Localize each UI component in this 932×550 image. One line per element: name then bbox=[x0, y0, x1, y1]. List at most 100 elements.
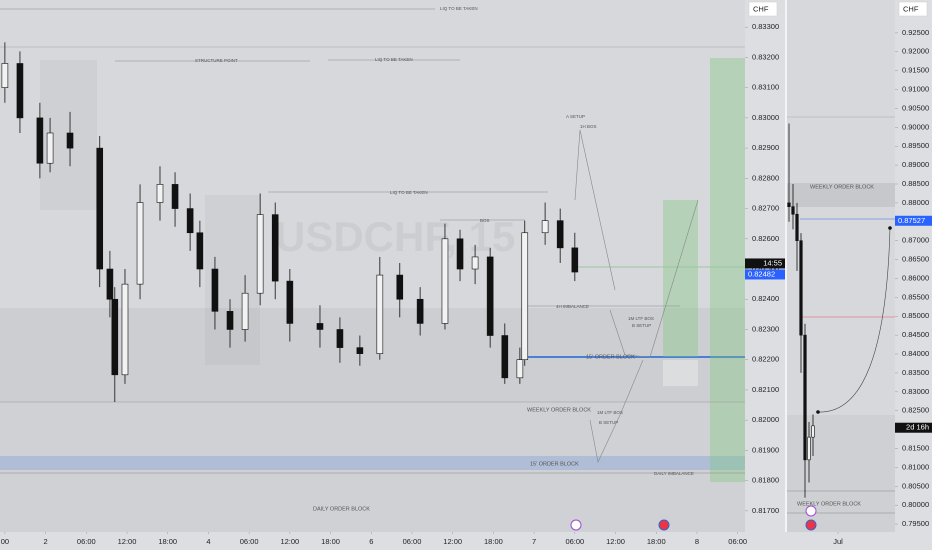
candle-body bbox=[795, 213, 799, 241]
y-tick-label: 0.82400 bbox=[752, 294, 779, 303]
countdown-label: 2d 16h bbox=[906, 423, 929, 432]
candle-body bbox=[571, 247, 579, 273]
y-tick-label: 0.82000 bbox=[752, 415, 779, 424]
projection bbox=[609, 199, 699, 358]
y-tick-label: 0.88500 bbox=[902, 179, 929, 188]
candle-body bbox=[241, 292, 249, 330]
candle-body bbox=[521, 232, 529, 361]
zone bbox=[787, 415, 895, 532]
x-tick-label: 2 bbox=[44, 537, 48, 546]
candle-body bbox=[787, 202, 791, 207]
candle-body bbox=[356, 347, 364, 354]
candle-body bbox=[171, 184, 179, 209]
y-tick-label: 0.82600 bbox=[752, 234, 779, 243]
x-tick-label: 12:00 bbox=[443, 537, 462, 546]
annotation: LIQ TO BE TAKEN bbox=[390, 190, 428, 195]
y-tick-label: 0.92000 bbox=[902, 47, 929, 56]
y-tick-label: 0.91500 bbox=[902, 66, 929, 75]
y-tick-label: 0.92500 bbox=[902, 28, 929, 37]
y-tick-label: 0.85500 bbox=[902, 292, 929, 301]
event-icon[interactable] bbox=[805, 519, 817, 531]
y-tick-label: 0.83500 bbox=[902, 368, 929, 377]
y-tick-label: 0.87000 bbox=[902, 236, 929, 245]
y-tick-label: 0.83000 bbox=[902, 387, 929, 396]
y-tick-label: 0.84000 bbox=[902, 349, 929, 358]
y-tick-label: 0.83000 bbox=[752, 113, 779, 122]
x-tick-label: 7 bbox=[532, 537, 536, 546]
y-tick-label: 0.86000 bbox=[902, 273, 929, 282]
y-tick-label: 0.90500 bbox=[902, 103, 929, 112]
candle-body bbox=[803, 334, 807, 461]
candle-body bbox=[811, 425, 815, 438]
annotation: A SETUP bbox=[566, 114, 585, 119]
candle-body bbox=[501, 335, 509, 379]
y-tick-label: 0.91000 bbox=[902, 85, 929, 94]
annotation: WEEKLY ORDER BLOCK bbox=[797, 501, 861, 507]
candle-body bbox=[66, 132, 74, 149]
y-tick-label: 0.79500 bbox=[902, 519, 929, 528]
countdown-tag bbox=[745, 258, 785, 269]
currency-box bbox=[748, 1, 778, 17]
last-price-tag bbox=[745, 269, 785, 280]
x-tick-label: 18:00 bbox=[158, 537, 177, 546]
x-tick-label: 8 bbox=[695, 537, 699, 546]
annotation: DAILY IMBALANCE bbox=[654, 471, 694, 476]
annotation: 1M LTF BOS bbox=[628, 316, 654, 321]
currency-label: CHF bbox=[903, 4, 919, 13]
event-icon[interactable] bbox=[658, 519, 670, 531]
x-tick-label: Jul bbox=[833, 537, 843, 546]
y-tick-label: 0.81500 bbox=[902, 443, 929, 452]
candle-body bbox=[441, 238, 449, 324]
price-axis bbox=[895, 0, 932, 550]
y-tick-label: 0.81700 bbox=[752, 506, 779, 515]
candle-body bbox=[456, 238, 464, 270]
candle-body bbox=[1, 63, 9, 88]
annotation: LIQ TO BE TAKEN bbox=[440, 6, 478, 11]
y-tick-label: 0.82300 bbox=[752, 324, 779, 333]
x-tick-label: 06:00 bbox=[565, 537, 584, 546]
candle-body bbox=[16, 63, 24, 119]
stop-zone bbox=[663, 360, 698, 386]
y-tick-label: 0.80500 bbox=[902, 481, 929, 490]
candle-body bbox=[136, 202, 144, 285]
projection bbox=[817, 227, 891, 413]
y-tick-label: 0.84500 bbox=[902, 330, 929, 339]
event-icon[interactable] bbox=[805, 505, 817, 517]
candle-body bbox=[256, 214, 264, 294]
y-tick-label: 0.82900 bbox=[752, 143, 779, 152]
candle-body bbox=[471, 256, 479, 270]
annotation: 15' ORDER BLOCK bbox=[530, 461, 579, 467]
candle-body bbox=[226, 311, 234, 330]
candle-body bbox=[486, 256, 494, 336]
annotation: WEEKLY ORDER BLOCK bbox=[810, 184, 874, 190]
candle-body bbox=[96, 147, 104, 270]
event-icon[interactable] bbox=[570, 519, 582, 531]
target-zone bbox=[663, 200, 698, 357]
x-tick-label: 18:00 bbox=[647, 537, 666, 546]
y-tick-label: 0.82200 bbox=[752, 355, 779, 364]
y-tick-label: 0.88000 bbox=[902, 198, 929, 207]
x-tick-label: 06:00 bbox=[728, 537, 747, 546]
x-tick-label: 4 bbox=[206, 537, 210, 546]
x-tick-label: 06:00 bbox=[403, 537, 422, 546]
y-tick-label: 0.81900 bbox=[752, 445, 779, 454]
annotation: B SETUP bbox=[632, 323, 651, 328]
candle-body bbox=[271, 214, 279, 282]
annotation: DAILY ORDER BLOCK bbox=[313, 506, 370, 512]
countdown-tag bbox=[895, 422, 932, 433]
candle-body bbox=[791, 206, 795, 215]
x-tick-label: 18:00 bbox=[321, 537, 340, 546]
y-tick-label: 0.82500 bbox=[752, 264, 779, 273]
divider bbox=[785, 0, 787, 550]
candle-body bbox=[36, 117, 44, 164]
y-tick-label: 0.81000 bbox=[902, 462, 929, 471]
annotation: 15' ORDER BLOCK bbox=[586, 354, 635, 360]
annotation: BOS bbox=[480, 218, 490, 223]
point bbox=[888, 226, 892, 230]
annotation: 4H IMBALANCE bbox=[556, 304, 589, 309]
projection bbox=[574, 129, 616, 291]
annotation: B SETUP bbox=[599, 420, 618, 425]
x-tick-label: 12:00 bbox=[280, 537, 299, 546]
candle-body bbox=[541, 220, 549, 234]
x-tick-label: 12:00 bbox=[606, 537, 625, 546]
